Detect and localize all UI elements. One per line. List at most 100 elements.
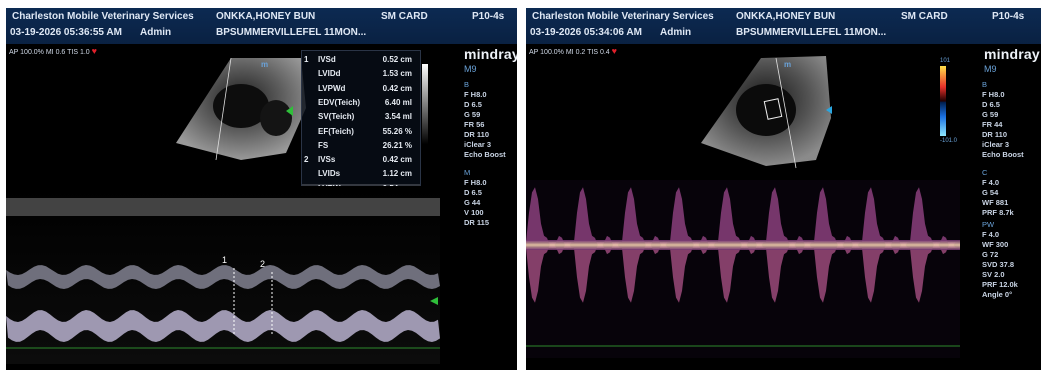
measurement-label: LVPWd	[318, 83, 346, 93]
measurement-row: 1 IVSd 0.52 cm	[302, 55, 420, 67]
measurement-value: 1.12 cm	[382, 169, 412, 179]
measurement-label: IVSd	[318, 55, 336, 64]
mmode-ivs-trace	[6, 265, 440, 289]
param-item: D 6.5	[464, 188, 482, 197]
param-item: D 6.5	[464, 100, 482, 109]
heart-icon: ♥	[91, 46, 97, 56]
param-item: FR 44	[982, 120, 1003, 129]
caliper-label-1: 1	[222, 255, 228, 265]
param-item: F H8.0	[464, 90, 487, 99]
measurement-row: EF(Teich) 55.26 %	[302, 127, 420, 139]
measurement-label: EDV(Teich)	[318, 97, 361, 107]
measurement-value: 0.42 cm	[382, 155, 412, 165]
pw-doppler-spectrum	[526, 180, 960, 358]
measurement-row: LVIDs 1.12 cm	[302, 169, 420, 181]
pw-upper-envelope	[526, 187, 960, 249]
right-sector-image	[701, 56, 832, 169]
param-item: G 54	[982, 188, 999, 197]
param-item: WF 881	[982, 198, 1009, 207]
caliper-label-2: 2	[260, 259, 266, 269]
left-probe-label: P10-4s	[472, 11, 505, 22]
left-status-line: AP 100.0% MI 0.6 TIS 1.0 ♥	[9, 46, 97, 56]
param-item: V 100	[464, 208, 484, 217]
measurement-label: SV(Teich)	[318, 112, 355, 122]
right-header-bar: Charleston Mobile Veterinary Services ON…	[526, 8, 1041, 44]
param-item: Echo Boost	[464, 150, 506, 159]
left-operator: Admin	[140, 27, 172, 38]
left-acoustic-output: AP 100.0% MI 0.6 TIS 1.0	[9, 49, 90, 56]
left-datetime: 03-19-2026 05:36:55 AM	[10, 27, 122, 38]
left-mmode-cursor-line	[215, 57, 232, 161]
right-brand-logo: mindray	[984, 46, 1040, 62]
right-operator: Admin	[660, 27, 692, 38]
color-velocity-scale-bar	[940, 66, 946, 136]
measurement-value: 0.52 cm	[382, 55, 412, 64]
right-probe-label: P10-4s	[992, 11, 1025, 22]
left-m-params: M F H8.0 D 6.5 G 44 V 100 DR 115	[464, 168, 489, 228]
left-card-label: SM CARD	[381, 11, 428, 22]
measurement-row: FS 26.21 %	[302, 141, 420, 153]
right-clinic-name: Charleston Mobile Veterinary Services	[532, 11, 714, 22]
left-focus-marker-icon	[286, 106, 293, 116]
right-status-line: AP 100.0% MI 0.2 TIS 0.4 ♥	[529, 46, 617, 56]
right-patient-name: ONKKA,HONEY BUN	[736, 11, 836, 22]
measurement-value: 0.42 cm	[382, 83, 412, 93]
param-item: F 4.0	[982, 230, 1000, 239]
measurement-value: 3.54 ml	[384, 112, 412, 122]
measurement-label: LVIDs	[318, 169, 341, 179]
measurement-value: 55.26 %	[382, 126, 412, 136]
left-ventricle-cavity	[213, 84, 269, 128]
measurement-value: 1.53 cm	[382, 69, 412, 79]
left-sector-image	[176, 57, 306, 161]
right-model-label: M9	[984, 64, 997, 74]
right-b-params: B F H8.0 D 6.5 G 59 FR 44 DR 110 iClear 3 Echo…	[982, 80, 1024, 160]
measurement-value: 6.40 ml	[384, 97, 412, 107]
color-scale-top-label: 101	[940, 58, 951, 64]
measurement-group-number: 1	[304, 55, 309, 64]
param-item: G 44	[464, 198, 481, 207]
param-item: FR 56	[464, 120, 485, 129]
param-item: PRF 12.0k	[982, 280, 1018, 289]
left-patient-name: ONKKA,HONEY BUN	[216, 11, 316, 22]
right-datetime: 03-19-2026 05:34:06 AM	[530, 27, 642, 38]
mmode-septum-band	[6, 198, 440, 216]
left-location: BPSUMMERVILLEFEL 11MON...	[216, 27, 367, 38]
left-mmode-strip	[6, 186, 440, 364]
measurement-label: LVIDd	[318, 69, 341, 79]
param-item: DR 110	[464, 130, 490, 139]
right-location: BPSUMMERVILLEFEL 11MON...	[736, 27, 887, 38]
param-item: D 6.5	[982, 100, 1000, 109]
left-b-section-label: B	[464, 80, 470, 89]
left-sector-mark: m	[261, 60, 269, 69]
left-atrium-cavity	[260, 100, 292, 136]
measurement-value: 26.21 %	[382, 140, 412, 150]
measurement-row: LVIDd 1.53 cm	[302, 69, 420, 81]
right-c-section-label: C	[982, 168, 988, 177]
measurement-row: LVPWd 0.42 cm	[302, 84, 420, 96]
left-b-params: B F H8.0 D 6.5 G 59 FR 56 DR 110 iClear 3 Echo…	[464, 80, 506, 160]
param-item: SVD 37.8	[982, 260, 1015, 269]
right-b-section-label: B	[982, 80, 988, 89]
param-item: G 59	[982, 110, 999, 119]
param-item: iClear 3	[464, 140, 492, 149]
param-item: G 72	[982, 250, 999, 259]
param-item: F H8.0	[982, 90, 1005, 99]
left-brand-logo: mindray	[464, 46, 517, 62]
pw-lower-envelope	[526, 241, 960, 303]
measurement-row: SV(Teich) 3.54 ml	[302, 112, 420, 124]
mmode-lvpw-trace	[6, 310, 440, 342]
right-pw-section-label: PW	[982, 220, 995, 229]
left-mmode-marker-icon	[430, 297, 438, 305]
left-header-bar: Charleston Mobile Veterinary Services ON…	[6, 8, 517, 44]
right-focus-marker-icon	[826, 106, 832, 114]
right-ultrasound-panel: Charleston Mobile Veterinary Services ON…	[526, 8, 1041, 370]
right-acoustic-output: AP 100.0% MI 0.2 TIS 0.4	[529, 49, 610, 56]
right-doppler-cursor-line	[775, 57, 797, 169]
right-c-params: C F 4.0 G 54 WF 881 PRF 8.7k	[982, 168, 1014, 218]
param-item: G 59	[464, 110, 481, 119]
param-item: SV 2.0	[982, 270, 1005, 279]
color-box-icon	[763, 98, 783, 120]
heart-icon: ♥	[611, 46, 617, 56]
color-scale-bottom-label: -101.0	[940, 138, 958, 144]
measurement-row: EDV(Teich) 6.40 ml	[302, 98, 420, 110]
